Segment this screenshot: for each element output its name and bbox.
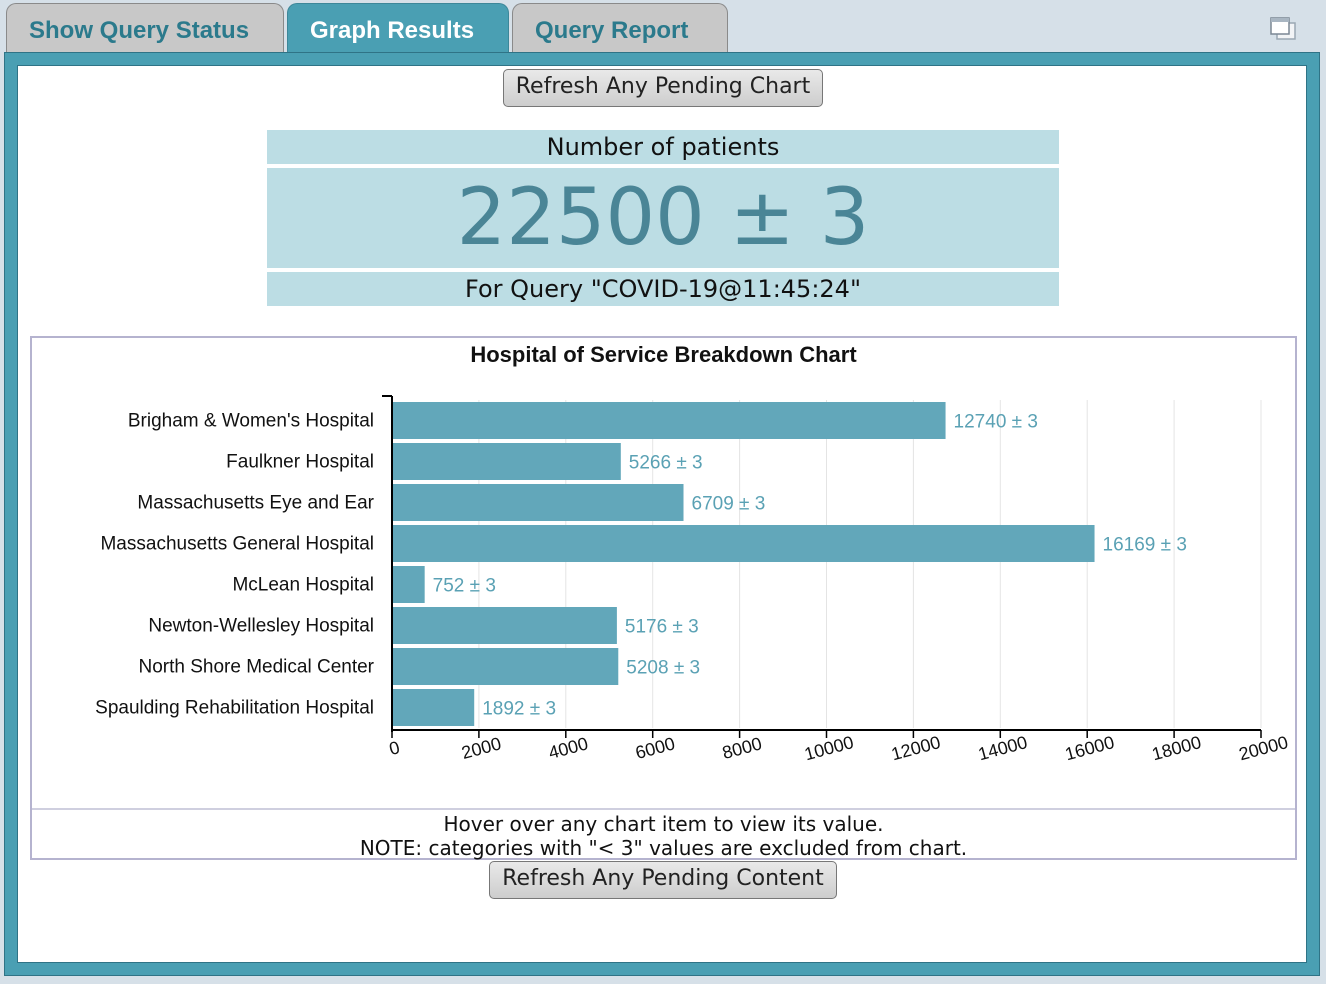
patient-count-box: Number of patients 22500 ± 3 For Query "… bbox=[267, 130, 1059, 308]
hospital-breakdown-chart: Hospital of Service Breakdown Chart Brig… bbox=[30, 336, 1297, 860]
category-label: Brigham & Women's Hospital bbox=[128, 411, 374, 432]
category-label: Faulkner Hospital bbox=[226, 452, 374, 473]
x-tick-label: 2000 bbox=[459, 733, 503, 763]
bar[interactable] bbox=[392, 402, 946, 439]
query-name-label: For Query "COVID-19@11:45:24" bbox=[267, 272, 1059, 306]
category-label: Newton-Wellesley Hospital bbox=[148, 616, 374, 637]
exclusion-note-text: NOTE: categories with "< 3" values are e… bbox=[359, 836, 968, 860]
hover-hint-text: Hover over any chart item to view its va… bbox=[443, 812, 884, 836]
graph-results-panel: Refresh Any Pending Chart Number of pati… bbox=[4, 52, 1320, 976]
category-label: North Shore Medical Center bbox=[139, 657, 375, 678]
data-label: 5266 ± 3 bbox=[629, 453, 703, 474]
bar-chart-canvas: Brigham & Women's Hospital 12740 ± 3 Faulk… bbox=[95, 395, 1291, 764]
bar[interactable] bbox=[392, 443, 621, 480]
tab-bar: Show Query Status Graph Results Query Re… bbox=[0, 0, 1326, 53]
refresh-pending-chart-button[interactable]: Refresh Any Pending Chart bbox=[503, 69, 823, 107]
chart-notes: Hover over any chart item to view its va… bbox=[32, 808, 1295, 860]
data-label: 16169 ± 3 bbox=[1103, 535, 1187, 556]
x-tick-label: 6000 bbox=[633, 733, 677, 763]
tab-show-query-status[interactable]: Show Query Status bbox=[6, 3, 284, 53]
data-label: 12740 ± 3 bbox=[954, 412, 1038, 433]
tab-query-report[interactable]: Query Report bbox=[512, 3, 728, 53]
bar[interactable] bbox=[392, 525, 1095, 562]
bar[interactable] bbox=[392, 689, 475, 726]
category-label: McLean Hospital bbox=[232, 575, 374, 596]
x-tick-label: 14000 bbox=[976, 732, 1030, 764]
chart-title: Hospital of Service Breakdown Chart bbox=[470, 342, 857, 367]
x-tick-label: 8000 bbox=[720, 733, 764, 763]
category-label: Massachusetts Eye and Ear bbox=[137, 493, 374, 514]
x-tick-label: 0 bbox=[387, 737, 402, 759]
patient-count-label: Number of patients bbox=[267, 130, 1059, 164]
refresh-pending-content-button[interactable]: Refresh Any Pending Content bbox=[489, 861, 837, 899]
bar[interactable] bbox=[392, 484, 684, 521]
data-label: 5176 ± 3 bbox=[625, 617, 699, 638]
bar[interactable] bbox=[392, 607, 617, 644]
bar[interactable] bbox=[392, 566, 425, 603]
x-tick-label: 10000 bbox=[802, 732, 856, 764]
data-label: 752 ± 3 bbox=[433, 576, 496, 597]
x-tick-label: 20000 bbox=[1237, 732, 1291, 764]
data-label: 6709 ± 3 bbox=[692, 494, 766, 515]
graph-results-content: Refresh Any Pending Chart Number of pati… bbox=[17, 65, 1307, 963]
category-label: Massachusetts General Hospital bbox=[100, 534, 374, 555]
data-label: 5208 ± 3 bbox=[626, 658, 700, 679]
patient-count-value: 22500 ± 3 bbox=[267, 168, 1059, 268]
x-tick-label: 18000 bbox=[1150, 732, 1204, 764]
bar[interactable] bbox=[392, 648, 619, 685]
window-restore-icon[interactable] bbox=[1268, 14, 1298, 44]
category-label: Spaulding Rehabilitation Hospital bbox=[95, 698, 374, 719]
x-tick-label: 16000 bbox=[1063, 732, 1117, 764]
data-label: 1892 ± 3 bbox=[482, 699, 556, 720]
tab-graph-results[interactable]: Graph Results bbox=[287, 3, 509, 53]
x-tick-label: 12000 bbox=[889, 732, 943, 764]
x-tick-label: 4000 bbox=[546, 733, 590, 763]
